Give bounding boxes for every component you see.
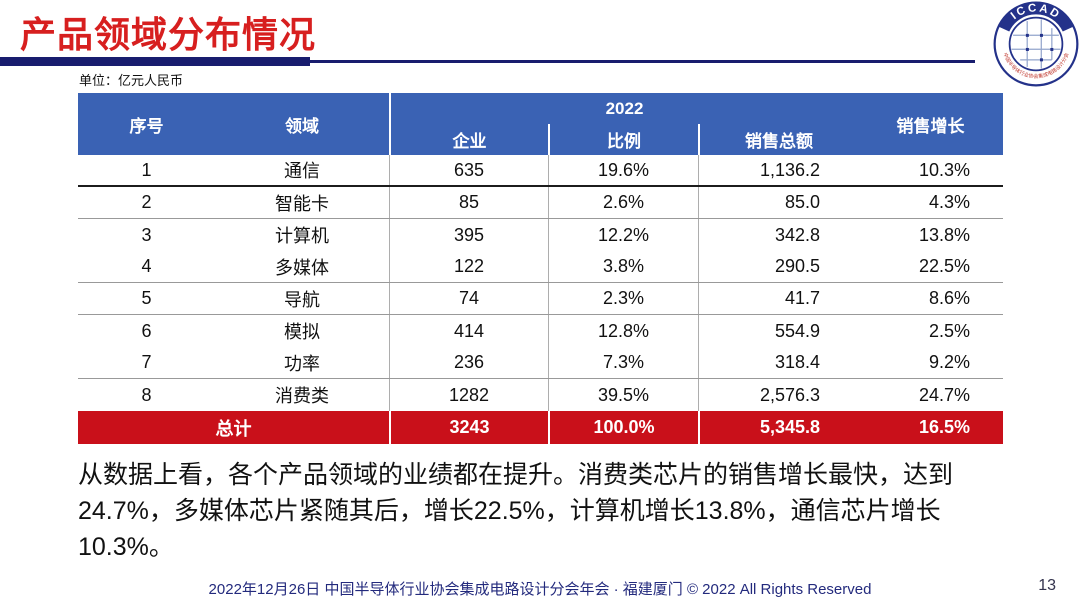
cell-sales: 290.5	[698, 251, 858, 282]
cell-sales: 318.4	[698, 347, 858, 378]
cell-share: 2.3%	[548, 283, 698, 314]
table-row: 1 通信 635 19.6% 1,136.2 10.3%	[78, 155, 1003, 187]
cell-field: 功率	[284, 353, 320, 374]
cell-share: 3.8%	[548, 251, 698, 282]
table-row: 8 消费类 1282 39.5% 2,576.3 24.7%	[78, 379, 1003, 411]
header-cell-share: 比例	[548, 124, 698, 155]
page-title: 产品领域分布情况	[20, 14, 317, 55]
header-cell-year: 2022	[605, 98, 644, 118]
product-field-table: 序号 领域 2022 企业 比例 销售总额 销售增长 1 通信 635 19.6…	[78, 93, 1003, 444]
summary-line: 24.7%，多媒体芯片紧随其后，增长22.5%，计算机增长13.8%，通信芯片增…	[78, 497, 941, 525]
cell-field: 通信	[284, 161, 320, 181]
table-row: 3 计算机 395 12.2% 342.8 13.8%	[78, 219, 1003, 251]
cell-no: 4	[141, 256, 152, 276]
total-row: 总计 3243 100.0% 5,345.8 16.5%	[78, 411, 1003, 444]
header-group-2022: 2022 企业 比例 销售总额	[389, 93, 858, 155]
cell-enterprises: 395	[389, 219, 548, 251]
cell-no: 7	[141, 352, 152, 372]
cell-field: 多媒体	[275, 257, 329, 278]
logo-grid	[1011, 19, 1061, 69]
title-underline-thin	[310, 60, 975, 63]
cell-share: 7.3%	[548, 347, 698, 378]
header-cell-enterprises: 企业	[452, 132, 487, 151]
total-enterprises: 3243	[389, 411, 548, 444]
total-growth: 16.5%	[918, 417, 970, 437]
summary-line: 从数据上看，各个产品领域的业绩都在提升。消费类芯片的销售增长最快，达到	[78, 461, 954, 489]
cell-growth: 2.5%	[928, 320, 970, 341]
logo-grid-nodes	[1025, 33, 1054, 62]
cell-no: 8	[141, 384, 152, 405]
cell-share: 2.6%	[548, 187, 698, 218]
cell-share: 12.2%	[548, 219, 698, 251]
cell-share: 12.8%	[548, 315, 698, 347]
total-label: 总计	[215, 418, 252, 439]
cell-sales: 342.8	[698, 219, 858, 251]
cell-share: 19.6%	[548, 155, 698, 185]
table-row: 7 功率 236 7.3% 318.4 9.2%	[78, 347, 1003, 379]
cell-growth: 13.8%	[918, 224, 970, 245]
cell-enterprises: 74	[389, 283, 548, 314]
cell-growth: 22.5%	[918, 256, 970, 276]
header-cell-field: 领域	[285, 116, 319, 136]
total-sales: 5,345.8	[698, 411, 858, 444]
cell-no: 5	[141, 288, 152, 308]
cell-no: 1	[141, 159, 152, 180]
cell-field: 计算机	[275, 226, 329, 246]
cell-enterprises: 1282	[389, 379, 548, 411]
cell-sales: 85.0	[698, 187, 858, 218]
header-subrow: 企业 比例 销售总额	[391, 124, 858, 155]
footer-credit: 2022年12月26日 中国半导体行业协会集成电路设计分会年会 · 福建厦门 ©…	[208, 581, 872, 598]
cell-sales: 41.7	[698, 283, 858, 314]
cell-growth: 8.6%	[928, 288, 970, 308]
cell-enterprises: 122	[389, 251, 548, 282]
cell-growth: 10.3%	[918, 159, 970, 180]
cell-enterprises: 85	[389, 187, 548, 218]
cell-field: 导航	[284, 289, 320, 310]
total-share: 100.0%	[548, 411, 698, 444]
cell-enterprises: 236	[389, 347, 548, 378]
summary-paragraph: 从数据上看，各个产品领域的业绩都在提升。消费类芯片的销售增长最快，达到 24.7…	[78, 457, 953, 565]
iccad-logo-icon: ICCAD 中国半导体行业协会集成电路设计分会	[993, 1, 1079, 87]
page-number: 13	[1038, 577, 1056, 594]
cell-enterprises: 635	[389, 155, 548, 185]
table-row: 5 导航 74 2.3% 41.7 8.6%	[78, 283, 1003, 315]
cell-sales: 2,576.3	[698, 379, 858, 411]
header-cell-no: 序号	[129, 116, 164, 136]
cell-field: 模拟	[284, 322, 320, 342]
cell-field: 消费类	[275, 386, 329, 406]
unit-label: 单位：亿元人民币	[79, 73, 184, 88]
table-row: 2 智能卡 85 2.6% 85.0 4.3%	[78, 187, 1003, 219]
cell-no: 3	[141, 224, 152, 245]
table-header: 序号 领域 2022 企业 比例 销售总额 销售增长	[78, 93, 1003, 155]
cell-field: 智能卡	[275, 193, 329, 214]
cell-growth: 9.2%	[928, 352, 970, 372]
table-row: 4 多媒体 122 3.8% 290.5 22.5%	[78, 251, 1003, 283]
cell-sales: 1,136.2	[698, 155, 858, 185]
header-cell-sales-growth: 销售增长	[896, 116, 965, 136]
cell-enterprises: 414	[389, 315, 548, 347]
cell-share: 39.5%	[548, 379, 698, 411]
summary-line: 10.3%。	[78, 533, 174, 561]
cell-growth: 4.3%	[928, 192, 970, 212]
cell-no: 2	[141, 192, 152, 212]
cell-growth: 24.7%	[918, 384, 970, 405]
cell-sales: 554.9	[698, 315, 858, 347]
title-underline-thick	[0, 57, 310, 66]
cell-no: 6	[141, 320, 152, 341]
table-row: 6 模拟 414 12.8% 554.9 2.5%	[78, 315, 1003, 347]
header-cell-total-sales: 销售总额	[698, 124, 858, 155]
